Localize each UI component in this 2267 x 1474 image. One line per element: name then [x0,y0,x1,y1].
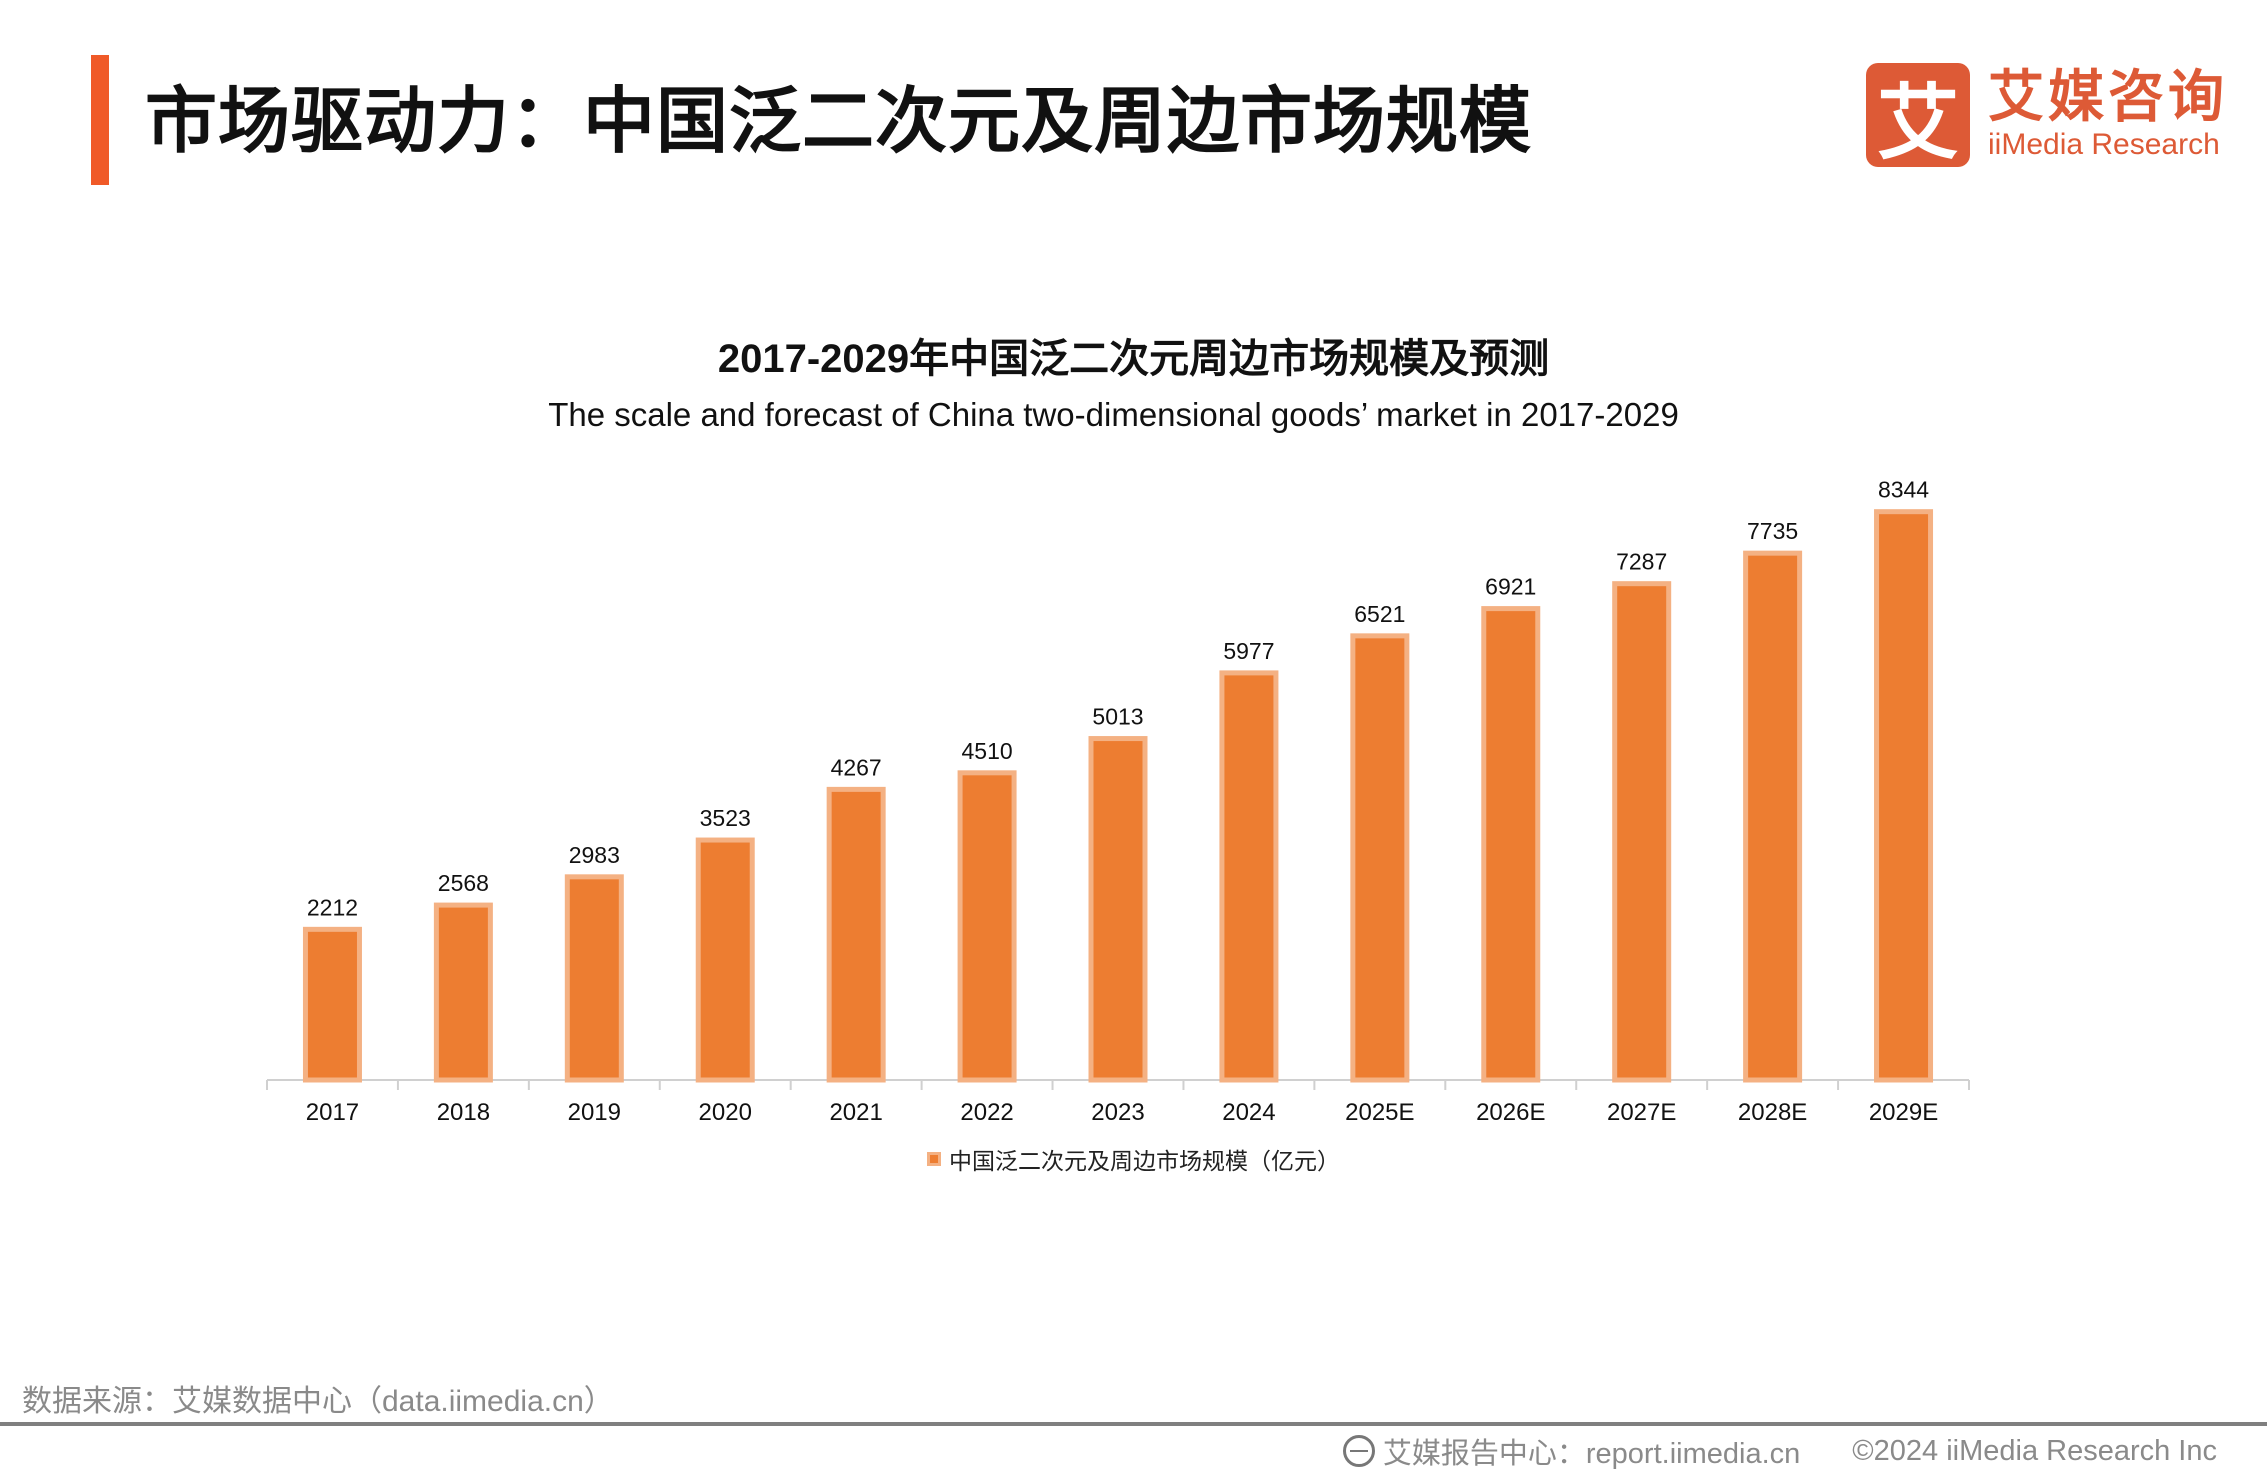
bar [1088,736,1148,1083]
logo-mark: 艾 [1866,63,1970,169]
data-label: 5977 [1223,638,1274,664]
x-tick-label: 2017 [306,1099,359,1126]
data-label: 5013 [1092,704,1143,730]
x-tick-label: 2027E [1607,1099,1676,1126]
x-tick-label: 2025E [1345,1099,1414,1126]
data-label: 4510 [961,738,1012,764]
bar [1874,509,1934,1083]
page-title: 市场驱动力：中国泛二次元及周边市场规模 [145,82,1533,162]
x-tick-label: 2024 [1222,1099,1275,1126]
bar [1350,633,1410,1083]
bar [1743,550,1803,1083]
bar [433,902,493,1083]
data-label: 4267 [831,754,882,780]
data-label: 8344 [1878,477,1929,503]
x-tick-label: 2022 [960,1099,1013,1126]
bar [1481,606,1541,1083]
report-center-link[interactable]: 艾媒报告中心：report.iimedia.cn [1382,1438,1801,1470]
x-tick-label: 2018 [437,1099,490,1126]
data-label: 2983 [569,842,620,868]
data-label: 6921 [1485,574,1536,600]
x-tick-label: 2028E [1738,1099,1807,1126]
legend-swatch [927,1152,941,1166]
bar [695,837,755,1083]
iimedia-logo: 艾 艾媒咨询 iiMedia Research [1866,63,2228,169]
bar [302,926,362,1083]
x-tick-label: 2019 [568,1099,621,1126]
chart-title: 2017-2029年中国泛二次元周边市场规模及预测 [717,337,1550,381]
data-source: 数据来源：艾媒数据中心（data.iimedia.cn） [22,1385,614,1418]
x-tick-label: 2026E [1476,1099,1545,1126]
data-label: 7287 [1616,549,1667,575]
bar [1219,670,1279,1083]
data-label: 6521 [1354,601,1405,627]
logo-name-cn: 艾媒咨询 [1988,65,2228,128]
data-label: 3523 [700,805,751,831]
x-tick-label: 2021 [829,1099,882,1126]
data-label: 2568 [438,870,489,896]
data-label: 2212 [307,894,358,920]
globe-cursor-icon [1342,1435,1375,1467]
footer-divider [0,1422,2267,1426]
legend-label: 中国泛二次元及周边市场规模（亿元） [949,1148,1340,1174]
x-tick-label: 2029E [1869,1099,1938,1126]
footer: 艾媒报告中心：report.iimedia.cn ©2024 iiMedia R… [1342,1430,2217,1472]
x-tick-label: 2023 [1091,1099,1144,1126]
legend: 中国泛二次元及周边市场规模（亿元） [0,1142,2267,1176]
copyright: ©2024 iiMedia Research Inc [1852,1434,2217,1467]
data-label: 7735 [1747,518,1798,544]
chart-subtitle: The scale and forecast of China two-dime… [548,396,1679,433]
bar [564,874,624,1083]
title-accent-bar [91,55,109,185]
logo-name-en: iiMedia Research [1988,128,2220,161]
bar [826,786,886,1083]
bar [957,770,1017,1083]
x-tick-label: 2020 [699,1099,752,1126]
bar [1612,581,1672,1083]
